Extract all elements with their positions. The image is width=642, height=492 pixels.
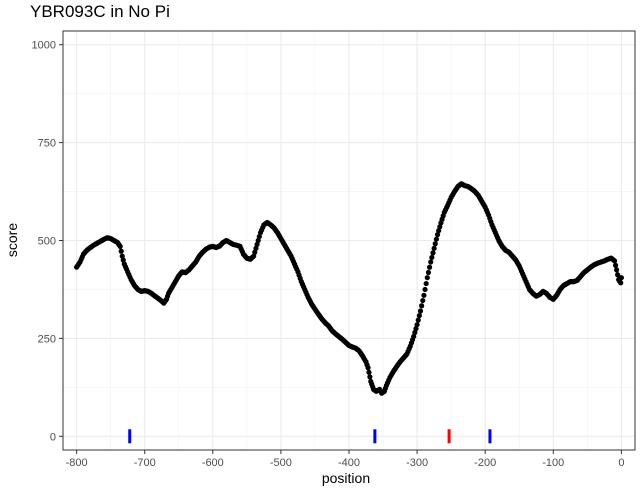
x-tick-label: -700: [134, 457, 156, 469]
x-tick-label: -500: [270, 457, 292, 469]
data-point: [423, 280, 429, 287]
data-point: [119, 253, 125, 259]
data-points: [74, 181, 624, 396]
data-point: [431, 245, 437, 251]
data-point: [253, 245, 259, 251]
x-axis: -800 -700 -600 -500 -400 -300 -200 -100 0: [66, 450, 624, 469]
data-point: [413, 326, 419, 332]
data-point: [411, 333, 417, 340]
data-point: [611, 258, 618, 264]
data-point: [615, 272, 621, 278]
data-point: [437, 224, 443, 230]
data-point: [618, 275, 624, 281]
chart-title: YBR093C in No Pi: [30, 2, 170, 21]
data-point: [430, 250, 436, 256]
data-point: [251, 253, 257, 259]
data-point: [367, 374, 373, 380]
data-point: [618, 280, 624, 286]
data-point: [412, 329, 418, 336]
data-point: [254, 241, 260, 248]
x-tick-label: -800: [66, 457, 88, 469]
x-tick-label: -100: [542, 457, 564, 469]
site-markers: [128, 429, 492, 444]
data-point: [433, 236, 439, 242]
data-point: [414, 322, 420, 328]
grid: [63, 31, 635, 450]
data-point: [422, 286, 428, 293]
y-axis: 0 250 500 750 1000: [32, 40, 63, 443]
y-tick-label: 1000: [32, 40, 56, 52]
data-point: [365, 365, 371, 371]
x-tick-label: 0: [618, 457, 624, 469]
data-point: [614, 267, 620, 273]
data-point: [118, 248, 124, 254]
x-tick-label: -200: [474, 457, 496, 469]
y-tick-label: 0: [50, 431, 56, 443]
data-point: [255, 237, 261, 244]
x-tick-label: -300: [406, 457, 428, 469]
data-point: [612, 262, 619, 268]
data-point: [432, 241, 438, 247]
data-point: [417, 308, 424, 314]
x-tick-label: -400: [338, 457, 360, 469]
data-point: [415, 317, 421, 323]
data-point: [416, 312, 422, 319]
y-tick-label: 750: [38, 138, 56, 150]
data-point: [366, 369, 372, 375]
data-point: [421, 292, 427, 298]
y-tick-label: 250: [38, 333, 56, 345]
data-point: [117, 243, 123, 249]
x-tick-label: -600: [202, 457, 224, 469]
data-point: [420, 297, 426, 304]
data-point: [424, 275, 430, 281]
y-tick-label: 500: [38, 236, 56, 248]
data-point: [428, 259, 434, 265]
data-point: [252, 249, 258, 255]
data-point: [436, 228, 442, 234]
data-point: [419, 303, 425, 309]
data-point: [429, 254, 435, 261]
data-point: [425, 269, 432, 276]
data-point: [434, 232, 441, 238]
data-point: [256, 233, 262, 240]
y-axis-title: score: [4, 223, 20, 257]
data-point: [426, 264, 433, 270]
data-point: [120, 257, 126, 263]
x-axis-title: position: [322, 470, 370, 486]
